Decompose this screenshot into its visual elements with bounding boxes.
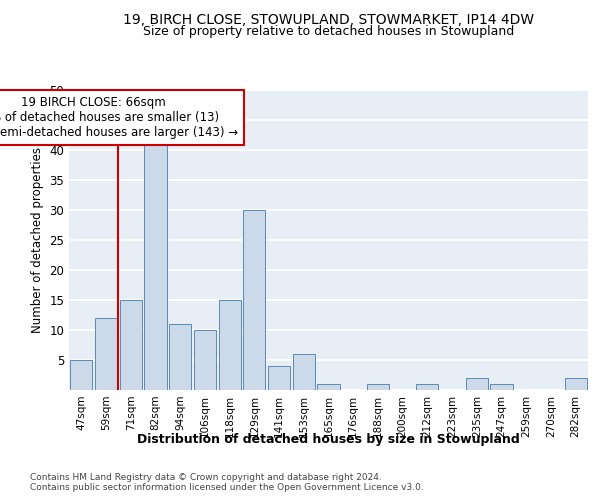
Bar <box>490 384 512 390</box>
Bar <box>293 354 315 390</box>
Bar <box>268 366 290 390</box>
Bar <box>218 300 241 390</box>
Text: 19, BIRCH CLOSE, STOWUPLAND, STOWMARKET, IP14 4DW: 19, BIRCH CLOSE, STOWUPLAND, STOWMARKET,… <box>123 12 535 26</box>
Y-axis label: Number of detached properties: Number of detached properties <box>31 147 44 333</box>
Bar <box>70 360 92 390</box>
Bar <box>565 378 587 390</box>
Bar <box>416 384 439 390</box>
Text: Distribution of detached houses by size in Stowupland: Distribution of detached houses by size … <box>137 432 520 446</box>
Text: Contains public sector information licensed under the Open Government Licence v3: Contains public sector information licen… <box>30 482 424 492</box>
Text: Size of property relative to detached houses in Stowupland: Size of property relative to detached ho… <box>143 25 514 38</box>
Bar <box>194 330 216 390</box>
Bar <box>466 378 488 390</box>
Bar <box>145 138 167 390</box>
Bar <box>243 210 265 390</box>
Text: 19 BIRCH CLOSE: 66sqm
← 8% of detached houses are smaller (13)
91% of semi-detac: 19 BIRCH CLOSE: 66sqm ← 8% of detached h… <box>0 96 238 139</box>
Bar <box>119 300 142 390</box>
Bar <box>367 384 389 390</box>
Text: Contains HM Land Registry data © Crown copyright and database right 2024.: Contains HM Land Registry data © Crown c… <box>30 472 382 482</box>
Bar <box>169 324 191 390</box>
Bar <box>317 384 340 390</box>
Bar <box>95 318 117 390</box>
